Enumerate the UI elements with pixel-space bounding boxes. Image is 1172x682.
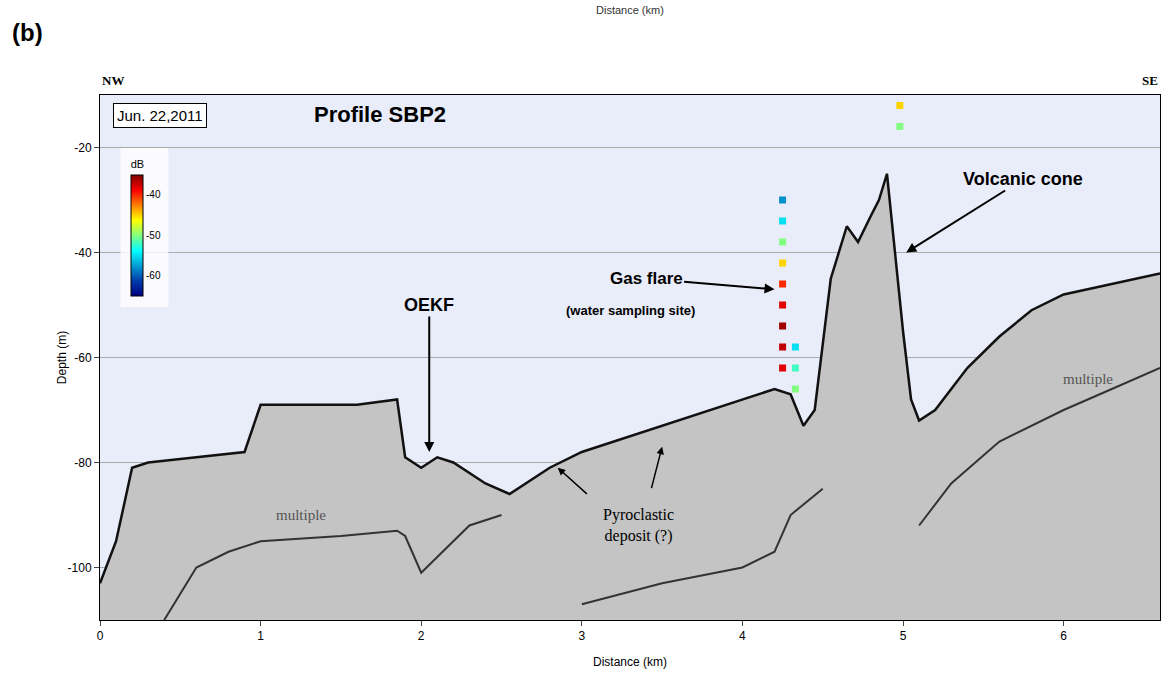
svg-text:3: 3 [578,629,585,643]
svg-text:(water sampling site): (water sampling site) [566,303,695,318]
svg-text:0: 0 [97,629,104,643]
svg-text:Jun. 22,2011: Jun. 22,2011 [117,107,203,124]
svg-text:Profile SBP2: Profile SBP2 [314,102,446,127]
svg-text:-60: -60 [74,351,92,365]
svg-text:5: 5 [900,629,907,643]
svg-text:(b): (b) [12,19,43,46]
svg-text:OEKF: OEKF [404,295,454,315]
svg-text:dB: dB [131,158,144,170]
svg-text:-100: -100 [68,561,92,575]
svg-text:SE: SE [1142,73,1158,88]
svg-text:multiple: multiple [1063,371,1113,387]
svg-text:multiple: multiple [276,507,326,523]
svg-text:-50: -50 [146,230,161,241]
svg-text:1: 1 [257,629,264,643]
svg-text:-40: -40 [74,246,92,260]
svg-text:2: 2 [418,629,425,643]
svg-text:-40: -40 [146,189,161,200]
svg-text:-20: -20 [74,141,92,155]
svg-text:6: 6 [1060,629,1067,643]
svg-text:Depth (m): Depth (m) [55,331,69,384]
svg-text:Distance (km): Distance (km) [596,4,664,16]
svg-text:4: 4 [739,629,746,643]
svg-text:Distance (km): Distance (km) [593,655,667,669]
svg-text:-60: -60 [146,270,161,281]
svg-text:Pyroclasticdeposit (?): Pyroclasticdeposit (?) [603,506,674,545]
svg-text:NW: NW [102,73,124,88]
svg-text:-80: -80 [74,456,92,470]
svg-text:Volcanic cone: Volcanic cone [963,169,1083,189]
svg-text:Gas flare: Gas flare [610,269,683,288]
